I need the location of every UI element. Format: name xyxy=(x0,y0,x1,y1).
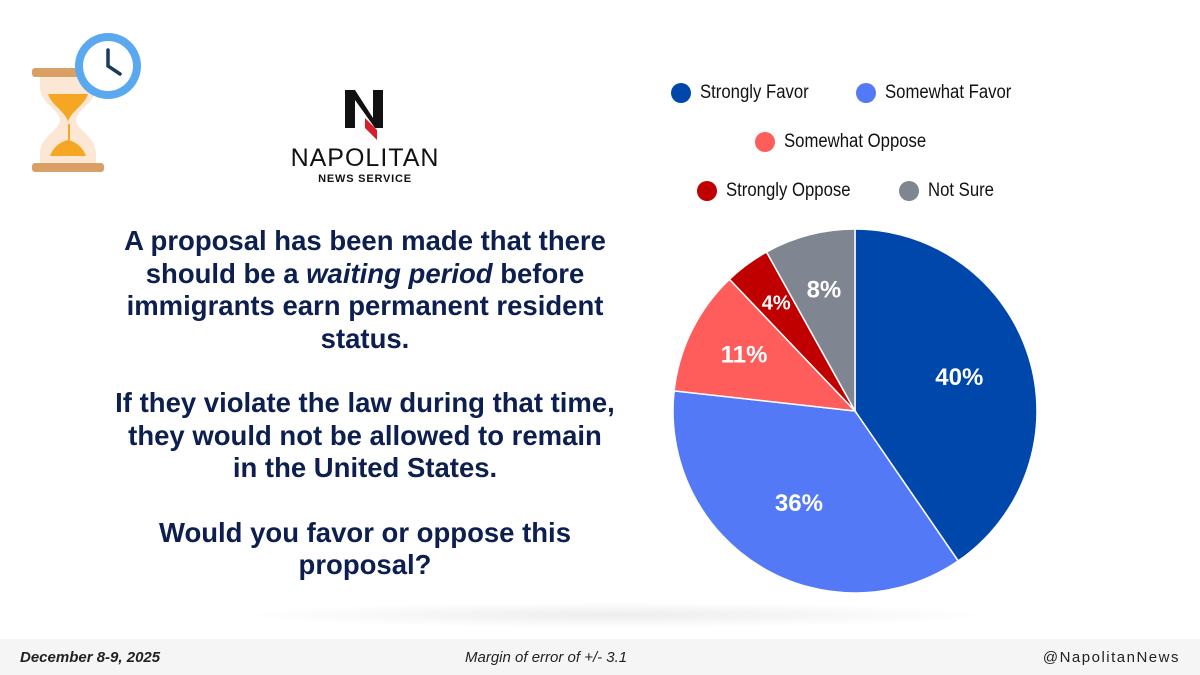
footer-date: December 8-9, 2025 xyxy=(20,649,161,666)
footer-handle: @NapolitanNews xyxy=(1042,649,1180,666)
question-emphasis: waiting period xyxy=(306,257,493,289)
legend-row: Strongly Favor Somewhat Favor xyxy=(660,78,1040,108)
pie-slice-somewhat-favor xyxy=(672,389,960,594)
pie-data-label: 4% xyxy=(762,292,791,314)
pie-slice-somewhat-oppose xyxy=(673,278,857,412)
decorative-shadow xyxy=(235,602,995,628)
pie-data-label: 40% xyxy=(935,364,983,391)
question-text: A proposal has been made that there shou… xyxy=(115,225,615,582)
footer-margin-of-error: Margin of error of +/- 3.1 xyxy=(465,649,628,666)
chart-legend: Strongly Favor Somewhat Favor Somewhat O… xyxy=(660,78,1040,225)
question-paragraph-3: Would you favor or oppose this proposal? xyxy=(158,516,571,581)
logo-subtitle: NEWS SERVICE xyxy=(318,173,412,185)
legend-dot-icon xyxy=(899,181,920,201)
legend-row: Strongly Oppose Not Sure xyxy=(660,176,1040,206)
legend-label: Strongly Favor xyxy=(700,82,810,103)
legend-label: Somewhat Oppose xyxy=(783,131,926,152)
pie-data-label: 11% xyxy=(721,341,768,368)
legend-dot-icon xyxy=(671,83,692,103)
legend-dot-icon xyxy=(696,181,717,201)
legend-item-strongly-oppose: Strongly Oppose xyxy=(696,180,868,202)
footer-bar: December 8-9, 2025 Margin of error of +/… xyxy=(0,639,1200,675)
legend-label: Not Sure xyxy=(928,180,995,201)
legend-item-somewhat-favor: Somewhat Favor xyxy=(855,82,1029,104)
legend-dot-icon xyxy=(754,132,775,152)
pie-data-label: 36% xyxy=(775,490,823,517)
legend-label: Somewhat Favor xyxy=(884,82,1012,103)
napolitan-logo: NAPOLITAN NEWS SERVICE xyxy=(270,88,460,186)
legend-item-strongly-favor: Strongly Favor xyxy=(671,82,824,104)
hourglass-clock-icon xyxy=(22,28,150,178)
logo-name: NAPOLITAN xyxy=(290,144,440,172)
legend-dot-icon xyxy=(855,83,876,103)
pie-slice-not-sure xyxy=(765,228,856,414)
pie-chart: 40% 36% 11% 4% 8% xyxy=(672,228,1038,594)
pie-slice-strongly-favor xyxy=(854,228,1038,562)
question-paragraph-2: If they violate the law during that time… xyxy=(115,387,615,483)
legend-item-not-sure: Not Sure xyxy=(899,180,1003,202)
napolitan-n-icon xyxy=(345,90,383,140)
legend-item-somewhat-oppose: Somewhat Oppose xyxy=(754,131,946,153)
pie-data-label: 8% xyxy=(807,277,842,304)
question-paragraph-1: A proposal has been made that there shou… xyxy=(124,225,606,354)
legend-label: Strongly Oppose xyxy=(725,180,851,201)
legend-row: Somewhat Oppose xyxy=(660,127,1040,157)
